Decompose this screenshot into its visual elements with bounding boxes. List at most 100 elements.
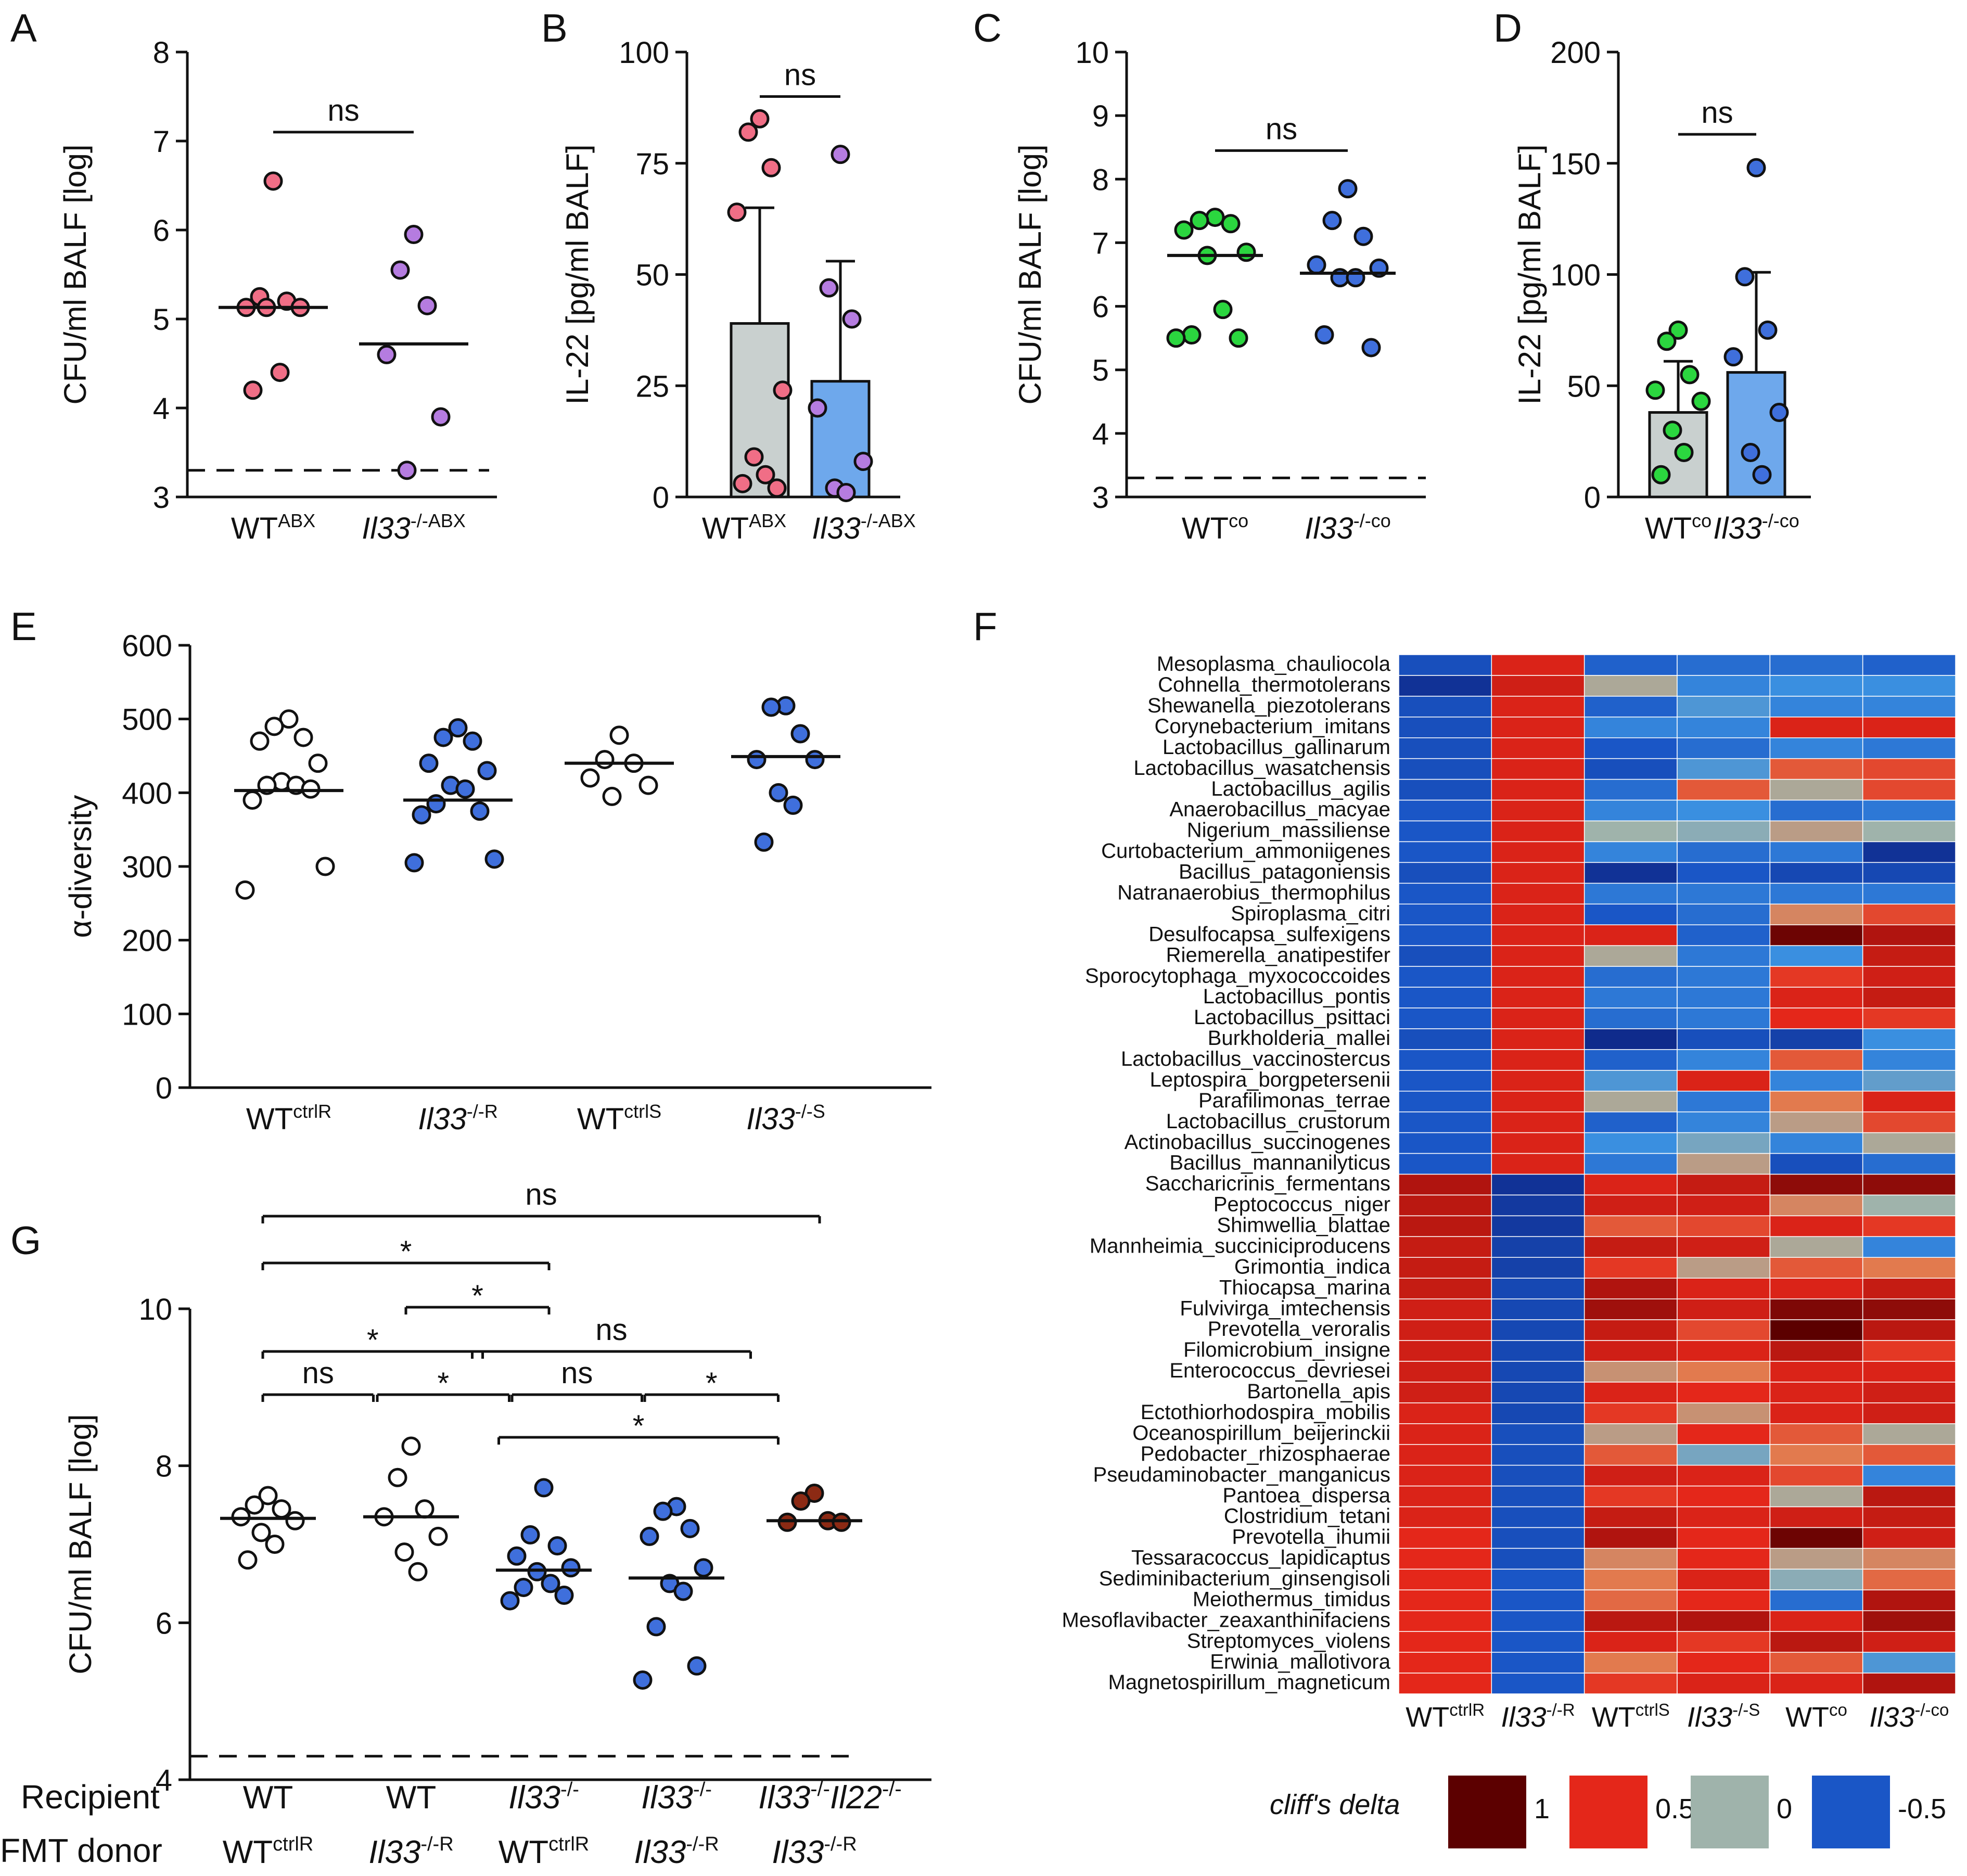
y-tick-label: 0: [1584, 481, 1601, 515]
heatmap-cell: [1862, 1070, 1956, 1092]
group-1: [363, 1436, 459, 1581]
legend-swatch-neg0.5: [1812, 1776, 1890, 1848]
data-point: [836, 482, 856, 502]
heatmap-cell: [1769, 1402, 1863, 1424]
data-point: [767, 478, 787, 498]
heatmap-cell: [1677, 1361, 1771, 1383]
y-axis-title: α-diversity: [63, 795, 98, 938]
heatmap-cell: [1862, 1194, 1956, 1217]
heatmap-cell: [1583, 1340, 1678, 1362]
legend-swatch-0: [1691, 1776, 1769, 1848]
heatmap-cell: [1862, 1506, 1956, 1528]
heatmap-cell: [1583, 1652, 1678, 1674]
group-1: Il33-/-ABX: [808, 145, 916, 545]
heatmap-cell: [1491, 1007, 1585, 1029]
heatmap-cell: [1398, 1194, 1492, 1217]
heatmap-cell: [1769, 1610, 1863, 1632]
data-point: [1752, 465, 1772, 484]
data-point: [853, 452, 873, 471]
species-label: Lactobacillus_crustorum: [1166, 1110, 1390, 1133]
data-point: [640, 1526, 659, 1546]
y-tick-label: 8: [1092, 163, 1109, 197]
data-point: [1213, 300, 1233, 320]
heatmap-cell: [1677, 1049, 1771, 1071]
species-label: Clostridium_tetani: [1224, 1505, 1390, 1528]
data-point: [1205, 208, 1225, 227]
heatmap-cell: [1398, 1485, 1492, 1508]
y-tick-label: 3: [153, 481, 170, 515]
x-category-label: Il33-/-S: [746, 1101, 825, 1136]
heatmap-cell: [1398, 758, 1492, 780]
data-point: [431, 407, 451, 427]
species-label: Bacillus_mannanilyticus: [1169, 1152, 1390, 1175]
panel-d: 0 50 100 150 200 IL-22 [pg/ml BALF] WTco Il33-/…: [1512, 36, 1811, 545]
heatmap-cell: [1677, 1028, 1771, 1050]
data-point: [527, 1562, 547, 1581]
data-point: [397, 461, 417, 480]
heatmap-cell: [1769, 1090, 1863, 1113]
species-label: Curtobacterium_ammoniigenes: [1101, 840, 1390, 863]
panel-g: 4 6 8 10 CFU/ml BALF [log] WT WTctrlR WT Il33-/-…: [63, 1178, 931, 1870]
heatmap-cell: [1398, 924, 1492, 946]
data-point: [1182, 325, 1202, 345]
heatmap-column-label: Il33-/-S: [1687, 1700, 1760, 1733]
y-tick-label: 7: [153, 125, 170, 159]
data-point: [270, 363, 290, 382]
heatmap-cell: [1583, 883, 1678, 905]
heatmap-cell: [1769, 1423, 1863, 1445]
y-tick-label: 4: [1092, 417, 1109, 451]
heatmap-cell: [1677, 1527, 1771, 1549]
y-tick-label: 5: [1092, 354, 1109, 388]
heatmap-cell: [1862, 1049, 1956, 1071]
heatmap-cell: [1677, 1485, 1771, 1508]
heatmap-cell: [1491, 1548, 1585, 1570]
data-point: [408, 1562, 428, 1581]
heatmap-cell: [1583, 758, 1678, 780]
heatmap-cell: [1583, 779, 1678, 801]
heatmap-cell: [1862, 1257, 1956, 1279]
heatmap-cell: [1769, 841, 1863, 863]
heatmap-cell: [1769, 1673, 1863, 1694]
heatmap-cell: [1862, 945, 1956, 967]
species-label: Shewanella_piezotolerans: [1147, 694, 1390, 717]
data-point: [428, 1526, 448, 1546]
y-tick-label: 4: [156, 1764, 172, 1797]
heatmap-cell: [1491, 1402, 1585, 1424]
data-point: [507, 1546, 527, 1566]
heatmap-cell: [1491, 1215, 1585, 1237]
heatmap-cell: [1583, 1194, 1678, 1217]
y-tick-label: 6: [153, 214, 170, 248]
heatmap-cell: [1677, 1194, 1771, 1217]
heatmap-cell: [1583, 1506, 1678, 1528]
x-category-label: Il33-/-ABX: [362, 510, 466, 545]
heatmap-cell: [1769, 945, 1863, 967]
heatmap-cell: [1583, 1049, 1678, 1071]
species-label: Pantoea_dispersa: [1223, 1484, 1391, 1507]
heatmap-cell: [1677, 675, 1771, 697]
heatmap-cell: [1769, 1132, 1863, 1154]
species-label: Prevotella_ihumii: [1232, 1526, 1390, 1549]
donor-label: Il33-/-R: [368, 1833, 453, 1870]
heatmap-cell: [1491, 1652, 1585, 1674]
data-point: [805, 750, 825, 770]
panel-letter-e: E: [10, 605, 37, 649]
heatmap-cell: [1677, 1132, 1771, 1154]
heatmap-cell: [1398, 1090, 1492, 1113]
heatmap-cell: [1862, 1382, 1956, 1403]
heatmap-cell: [1677, 1610, 1771, 1632]
heatmap-cell: [1769, 1548, 1863, 1570]
y-tick-label: 25: [635, 369, 669, 403]
data-point: [500, 1591, 520, 1611]
species-label: Lactobacillus_pontis: [1203, 985, 1390, 1008]
species-label: Oceanospirillum_beijerinckii: [1132, 1422, 1390, 1445]
heatmap-cell: [1583, 1090, 1678, 1113]
heatmap-cell: [1398, 1527, 1492, 1549]
species-label: Bacillus_patagoniensis: [1179, 861, 1390, 884]
heatmap-cell: [1491, 1298, 1585, 1320]
heatmap-cell: [1583, 1673, 1678, 1694]
species-label: Prevotella_veroralis: [1208, 1318, 1390, 1341]
data-point: [390, 260, 410, 280]
y-tick-label: 0: [156, 1071, 172, 1105]
data-point: [263, 171, 283, 191]
heatmap-cell: [1398, 966, 1492, 988]
